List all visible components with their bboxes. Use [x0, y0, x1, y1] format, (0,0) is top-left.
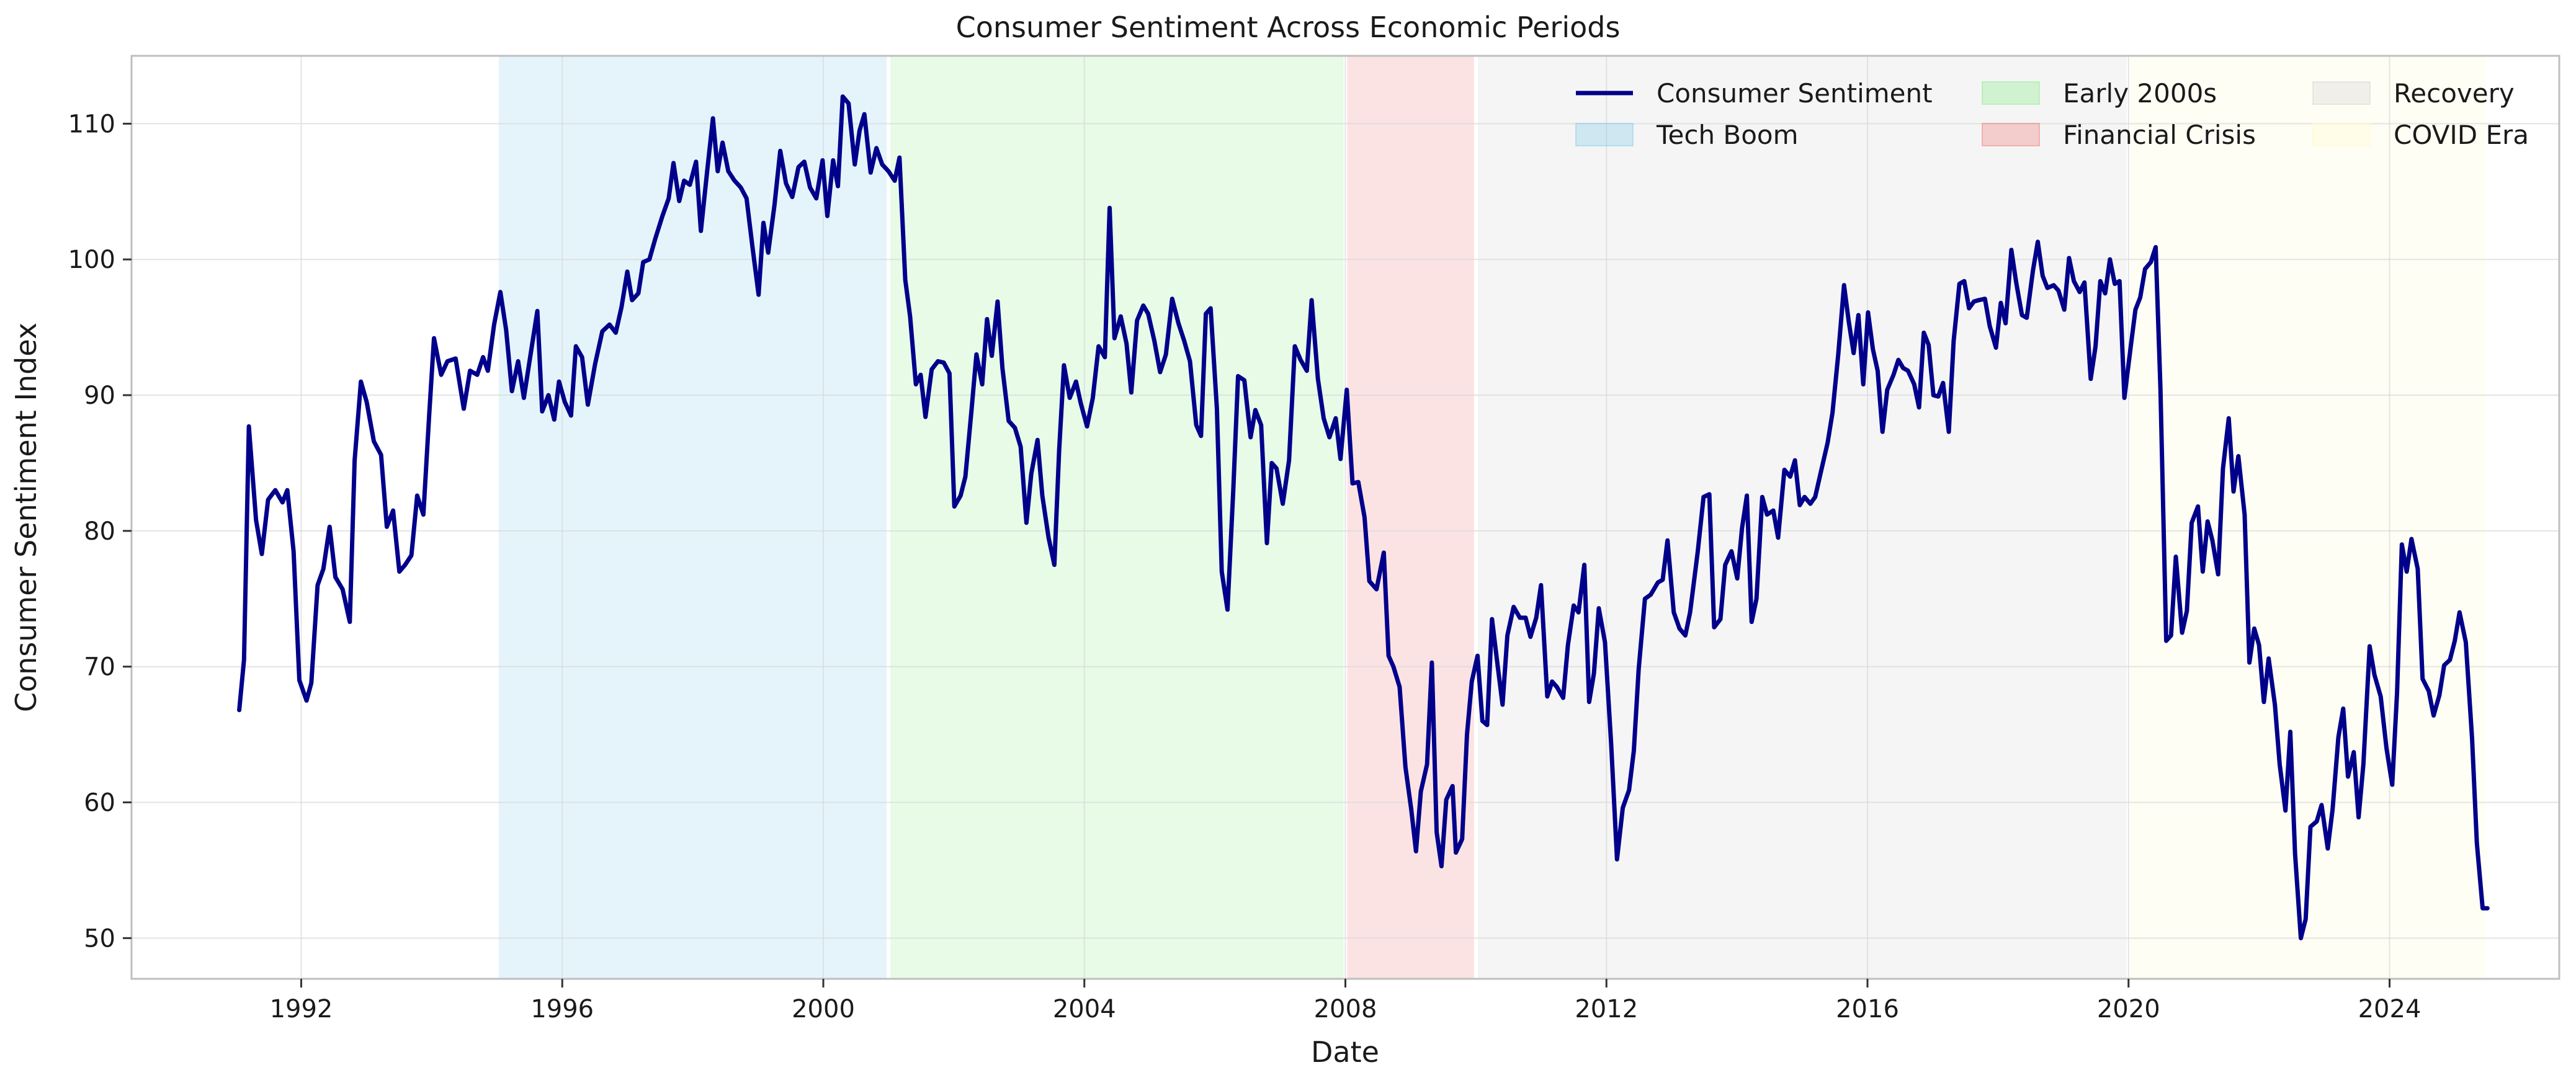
legend-label-tech-boom: Tech Boom	[1656, 120, 1799, 150]
y-axis: 50 60 70 80 90 100 110	[68, 110, 132, 953]
legend-swatch-financial-crisis	[1982, 123, 2040, 146]
y-axis-label: Consumer Sentiment Index	[9, 323, 43, 712]
x-tick-label: 2000	[792, 995, 855, 1023]
x-tick-label: 2020	[2097, 995, 2160, 1023]
x-axis-label: Date	[1311, 1035, 1379, 1069]
legend-label-consumer-sentiment: Consumer Sentiment	[1657, 78, 1933, 109]
y-tick-label: 80	[84, 517, 115, 546]
y-tick-label: 100	[68, 246, 115, 274]
period-bands	[499, 56, 2486, 979]
legend-swatch-recovery	[2312, 81, 2371, 105]
period-band-recovery	[1477, 56, 2127, 979]
x-axis: 1992 1996 2000 2004 2008 2012 2016 2020 2024	[270, 979, 2422, 1023]
y-tick-label: 60	[84, 789, 115, 818]
series-line-consumer-sentiment	[237, 94, 2490, 940]
period-band-covid-era	[2130, 56, 2486, 979]
x-tick-label: 1996	[530, 995, 594, 1023]
y-tick-label: 50	[84, 924, 115, 953]
x-tick-label: 2004	[1053, 995, 1116, 1023]
series-layer	[237, 94, 2490, 940]
legend: Consumer Sentiment Tech Boom Early 2000s Fi…	[1575, 78, 2529, 150]
x-tick-label: 2016	[1836, 995, 1899, 1023]
legend-label-early-2000s: Early 2000s	[2063, 78, 2217, 109]
legend-label-financial-crisis: Financial Crisis	[2063, 120, 2256, 150]
y-tick-label: 110	[68, 110, 115, 138]
x-tick-label: 2008	[1314, 995, 1377, 1023]
legend-label-recovery: Recovery	[2394, 78, 2515, 109]
chart-title: Consumer Sentiment Across Economic Perio…	[956, 11, 1621, 44]
legend-swatch-covid-era	[2312, 123, 2371, 146]
legend-swatch-early-2000s	[1982, 81, 2040, 105]
x-tick-label: 1992	[270, 995, 333, 1023]
legend-label-covid-era: COVID Era	[2394, 120, 2529, 150]
legend-swatch-tech-boom	[1575, 123, 1634, 146]
period-band-tech-boom	[499, 56, 887, 979]
period-band-early-2000s	[890, 56, 1344, 979]
x-tick-label: 2012	[1575, 995, 1638, 1023]
y-tick-label: 70	[84, 653, 115, 682]
grid-lines	[132, 56, 2559, 979]
x-tick-label: 2024	[2358, 995, 2422, 1023]
y-tick-label: 90	[84, 381, 115, 410]
